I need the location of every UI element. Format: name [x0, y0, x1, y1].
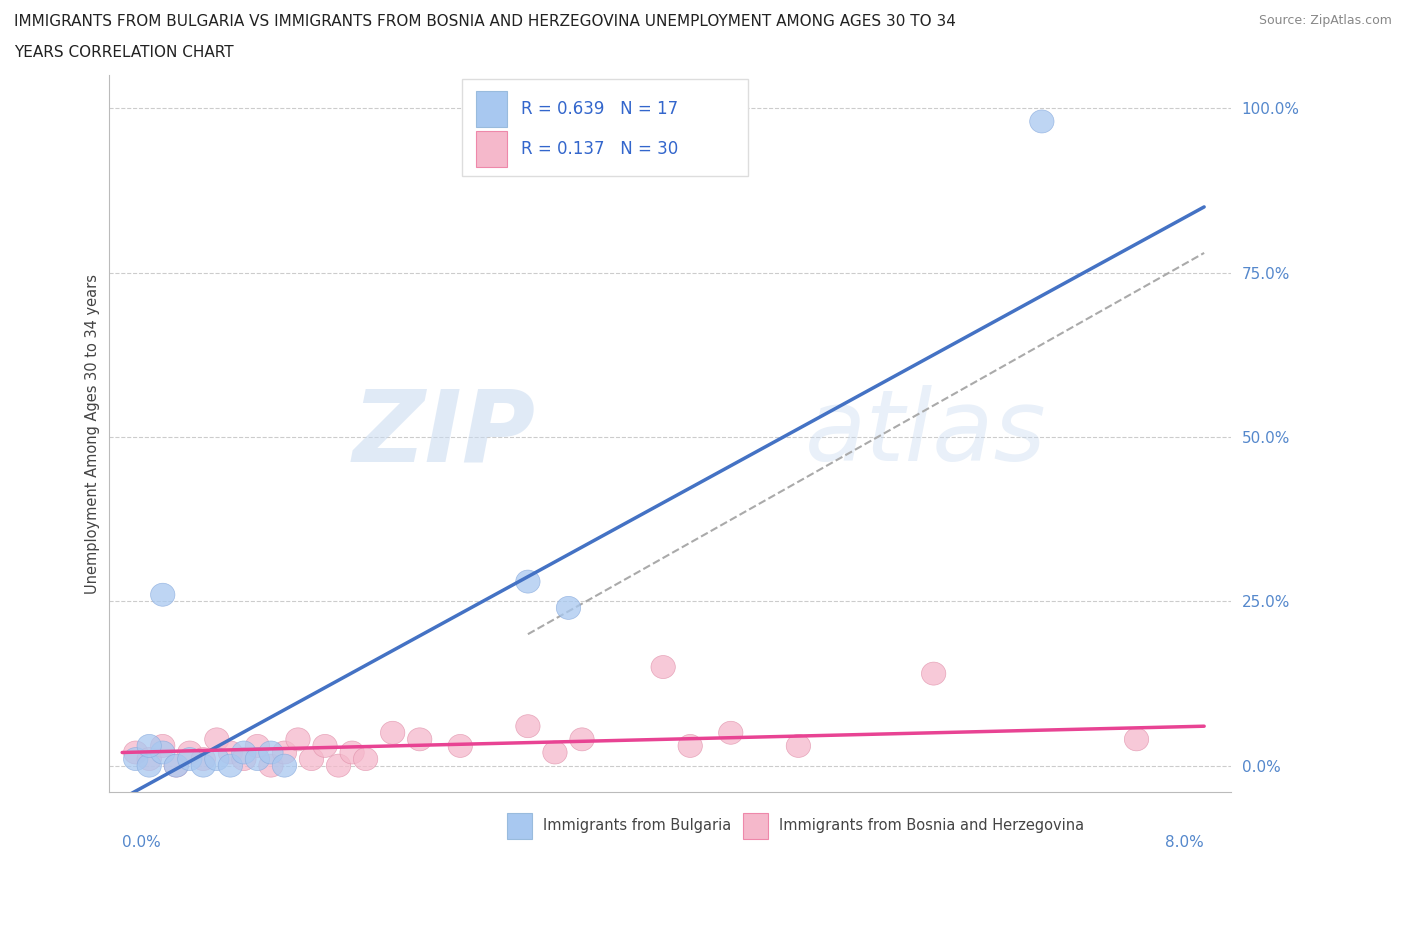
- Ellipse shape: [165, 754, 188, 777]
- Ellipse shape: [177, 741, 202, 764]
- Y-axis label: Unemployment Among Ages 30 to 34 years: Unemployment Among Ages 30 to 34 years: [86, 273, 100, 593]
- Text: Immigrants from Bosnia and Herzegovina: Immigrants from Bosnia and Herzegovina: [779, 818, 1084, 833]
- Ellipse shape: [718, 722, 742, 744]
- Ellipse shape: [1125, 728, 1149, 751]
- Ellipse shape: [786, 735, 811, 757]
- Ellipse shape: [165, 754, 188, 777]
- Ellipse shape: [259, 754, 283, 777]
- Text: Immigrants from Bulgaria: Immigrants from Bulgaria: [543, 818, 731, 833]
- FancyBboxPatch shape: [463, 79, 748, 176]
- Text: ZIP: ZIP: [353, 385, 536, 482]
- Ellipse shape: [314, 735, 337, 757]
- Ellipse shape: [245, 735, 270, 757]
- Ellipse shape: [678, 735, 703, 757]
- Ellipse shape: [353, 748, 378, 771]
- Ellipse shape: [232, 748, 256, 771]
- Ellipse shape: [205, 728, 229, 751]
- Ellipse shape: [191, 754, 215, 777]
- Ellipse shape: [150, 735, 174, 757]
- Ellipse shape: [285, 728, 311, 751]
- FancyBboxPatch shape: [508, 814, 531, 839]
- Text: R = 0.137   N = 30: R = 0.137 N = 30: [520, 140, 678, 158]
- FancyBboxPatch shape: [742, 814, 768, 839]
- Ellipse shape: [921, 662, 946, 685]
- Ellipse shape: [1029, 110, 1054, 133]
- FancyBboxPatch shape: [475, 91, 508, 127]
- Ellipse shape: [299, 748, 323, 771]
- Ellipse shape: [124, 741, 148, 764]
- Ellipse shape: [218, 754, 242, 777]
- Ellipse shape: [232, 741, 256, 764]
- Ellipse shape: [340, 741, 364, 764]
- Ellipse shape: [273, 754, 297, 777]
- Ellipse shape: [326, 754, 350, 777]
- Text: atlas: atlas: [804, 385, 1046, 482]
- Ellipse shape: [124, 748, 148, 771]
- Ellipse shape: [557, 596, 581, 619]
- Text: 8.0%: 8.0%: [1166, 835, 1204, 850]
- Ellipse shape: [449, 735, 472, 757]
- Ellipse shape: [273, 741, 297, 764]
- Ellipse shape: [516, 714, 540, 737]
- Text: R = 0.639   N = 17: R = 0.639 N = 17: [520, 100, 678, 118]
- Ellipse shape: [136, 754, 162, 777]
- Ellipse shape: [177, 748, 202, 771]
- Text: YEARS CORRELATION CHART: YEARS CORRELATION CHART: [14, 45, 233, 60]
- Ellipse shape: [381, 722, 405, 744]
- Ellipse shape: [408, 728, 432, 751]
- Ellipse shape: [205, 748, 229, 771]
- Ellipse shape: [150, 583, 174, 606]
- Ellipse shape: [218, 741, 242, 764]
- Ellipse shape: [516, 570, 540, 593]
- Text: 0.0%: 0.0%: [122, 835, 160, 850]
- Text: IMMIGRANTS FROM BULGARIA VS IMMIGRANTS FROM BOSNIA AND HERZEGOVINA UNEMPLOYMENT : IMMIGRANTS FROM BULGARIA VS IMMIGRANTS F…: [14, 14, 956, 29]
- Ellipse shape: [150, 741, 174, 764]
- Ellipse shape: [543, 741, 567, 764]
- Ellipse shape: [569, 728, 595, 751]
- Ellipse shape: [191, 748, 215, 771]
- FancyBboxPatch shape: [475, 131, 508, 167]
- Text: Source: ZipAtlas.com: Source: ZipAtlas.com: [1258, 14, 1392, 27]
- Ellipse shape: [136, 735, 162, 757]
- Ellipse shape: [651, 656, 675, 679]
- Ellipse shape: [259, 741, 283, 764]
- Ellipse shape: [136, 748, 162, 771]
- Ellipse shape: [245, 748, 270, 771]
